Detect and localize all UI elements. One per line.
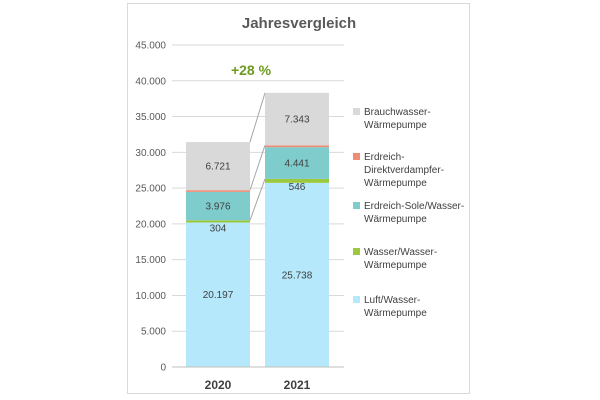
chart-frame: Jahresvergleich +28 % 20.1973043.9762386… [127,3,470,394]
bar-segment [265,92,329,146]
bar-segment [186,220,250,223]
bar-connectors [249,92,266,221]
legend-swatch [353,108,360,115]
legend-swatch [353,296,360,303]
data-label: 20.197 [203,290,234,301]
legend-label: Wärmepumpe [364,260,427,271]
legend-label: Wärmepumpe [364,308,427,319]
bar-segment [265,145,329,148]
legend-label: Wasser/Wasser- [364,247,437,258]
legend-swatch [353,153,360,160]
legend-label: Luft/Wasser- [364,295,420,306]
data-label: 304 [210,223,227,234]
legend-label: Wärmepumpe [364,120,427,131]
y-tick-label: 5.000 [141,327,166,338]
bar-segment [186,190,250,192]
y-tick-label: 20.000 [135,219,166,230]
data-label: 3.976 [205,202,230,213]
y-tick-label: 10.000 [135,291,166,302]
legend-label: Wärmepumpe [364,214,427,225]
stacked-bar-chart: Jahresvergleich +28 % 20.1973043.9762386… [135,15,464,392]
bars: 20.1973043.9762386.72125.7385464.4412527… [186,92,329,367]
y-tick-label: 0 [160,363,166,374]
x-tick-label: 2021 [284,378,311,392]
legend: Brauchwasser- Wärmepumpe Erdreich- Direktve… [353,107,464,319]
bar-segment [186,222,250,367]
legend-swatch [353,248,360,255]
data-label: 7.343 [284,115,309,126]
bar-segment [265,178,329,183]
connector-line [249,145,266,191]
bar-segment [186,191,250,221]
bar-segment [186,142,250,191]
legend-label: Erdreich- [364,152,405,163]
legend-label: Brauchwasser- [364,107,431,118]
chart-title: Jahresvergleich [242,15,356,32]
growth-annotation: +28 % [231,62,272,78]
connector-line [249,92,266,143]
y-tick-label: 25.000 [135,184,166,195]
x-tick-label: 2020 [205,378,232,392]
y-tick-label: 15.000 [135,255,166,266]
y-tick-label: 30.000 [135,148,166,159]
data-label: 4.441 [284,159,309,170]
legend-swatch [353,202,360,209]
data-label: 25.738 [282,270,313,281]
y-tick-label: 40.000 [135,76,166,87]
legend-label: Wärmepumpe [364,178,427,189]
axes: 0 5.000 10.000 15.000 20.000 25.000 30.000 35.0… [135,41,344,392]
bar-segment [265,182,329,367]
legend-label: Erdreich-Sole/Wasser- [364,201,464,212]
connector-line [249,178,266,221]
y-tick-label: 45.000 [135,41,166,52]
bar-segment [265,147,329,179]
data-label: 546 [289,182,306,193]
legend-label: Direktverdampfer- [364,165,444,176]
y-tick-label: 35.000 [135,112,166,123]
data-label: 6.721 [205,162,230,173]
